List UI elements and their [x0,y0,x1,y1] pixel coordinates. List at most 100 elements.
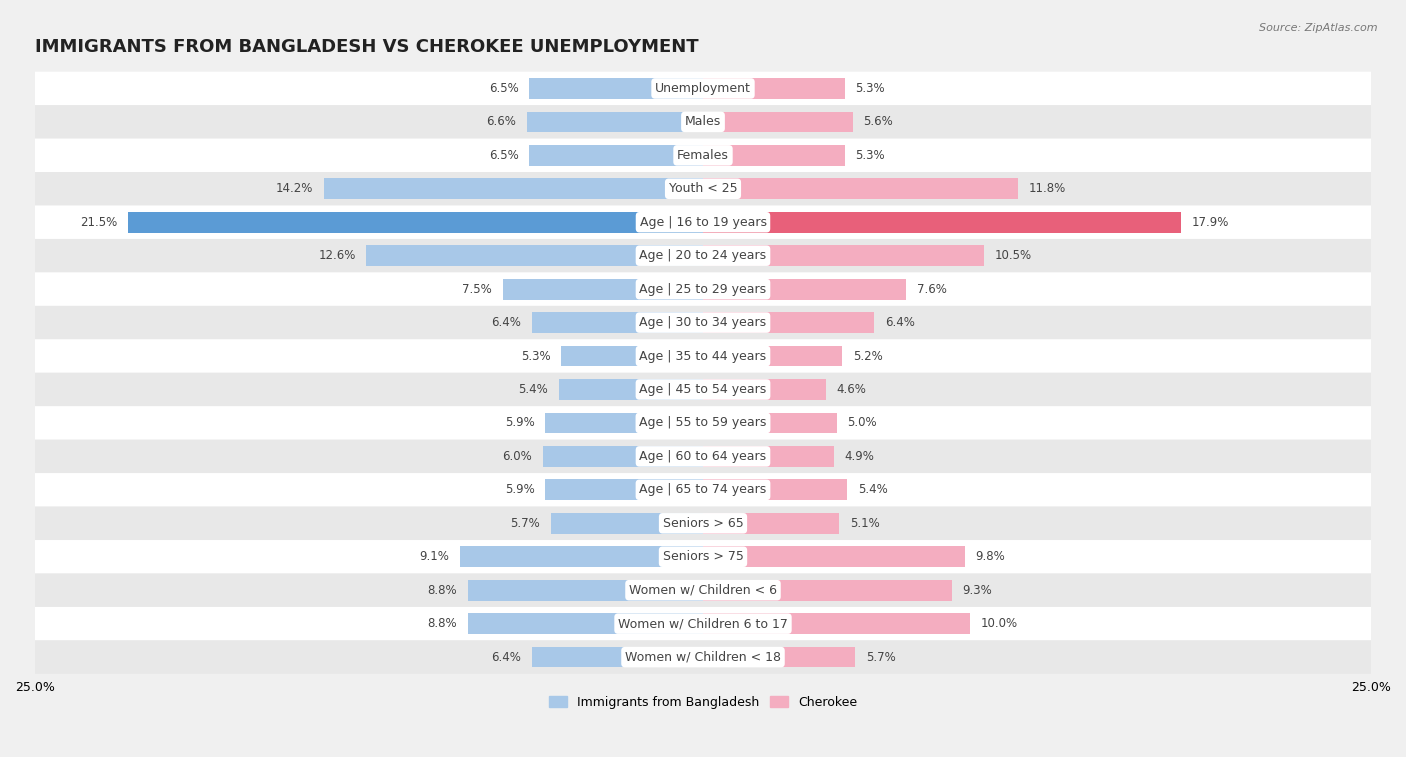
Text: Women w/ Children 6 to 17: Women w/ Children 6 to 17 [619,617,787,630]
FancyBboxPatch shape [35,306,1371,339]
Text: 5.4%: 5.4% [858,484,887,497]
FancyBboxPatch shape [35,473,1371,506]
Bar [703,513,839,534]
Text: 5.9%: 5.9% [505,484,534,497]
Text: 5.9%: 5.9% [505,416,534,429]
Text: Females: Females [678,149,728,162]
Bar [703,279,905,300]
FancyBboxPatch shape [35,273,1371,306]
Bar [703,145,845,166]
Bar [323,179,703,199]
FancyBboxPatch shape [35,540,1371,574]
Bar [561,346,703,366]
FancyBboxPatch shape [35,407,1371,440]
Text: 5.3%: 5.3% [855,82,884,95]
Text: 5.3%: 5.3% [522,350,551,363]
Bar [529,78,703,99]
Text: 5.6%: 5.6% [863,115,893,129]
Text: Age | 20 to 24 years: Age | 20 to 24 years [640,249,766,262]
Bar [558,379,703,400]
Text: Age | 65 to 74 years: Age | 65 to 74 years [640,484,766,497]
Text: 6.5%: 6.5% [489,149,519,162]
Text: 9.1%: 9.1% [419,550,449,563]
Bar [502,279,703,300]
Text: 9.3%: 9.3% [962,584,993,597]
Bar [551,513,703,534]
Text: 6.0%: 6.0% [502,450,531,463]
Bar [531,312,703,333]
Text: Youth < 25: Youth < 25 [669,182,737,195]
Text: 5.7%: 5.7% [510,517,540,530]
Text: Age | 16 to 19 years: Age | 16 to 19 years [640,216,766,229]
Bar [529,145,703,166]
Bar [527,111,703,132]
Text: 6.6%: 6.6% [486,115,516,129]
Text: 5.7%: 5.7% [866,650,896,664]
Bar [703,245,984,266]
Bar [703,111,852,132]
Text: 6.4%: 6.4% [492,650,522,664]
Bar [531,646,703,668]
FancyBboxPatch shape [35,372,1371,407]
Bar [543,446,703,467]
FancyBboxPatch shape [35,239,1371,273]
Bar [703,646,855,668]
FancyBboxPatch shape [35,105,1371,139]
Bar [703,613,970,634]
Text: 14.2%: 14.2% [276,182,314,195]
Bar [703,78,845,99]
Bar [703,413,837,433]
Legend: Immigrants from Bangladesh, Cherokee: Immigrants from Bangladesh, Cherokee [544,690,862,714]
Text: 5.1%: 5.1% [851,517,880,530]
Text: Unemployment: Unemployment [655,82,751,95]
Text: Age | 45 to 54 years: Age | 45 to 54 years [640,383,766,396]
Bar [703,212,1181,232]
Text: 5.4%: 5.4% [519,383,548,396]
Text: IMMIGRANTS FROM BANGLADESH VS CHEROKEE UNEMPLOYMENT: IMMIGRANTS FROM BANGLADESH VS CHEROKEE U… [35,38,699,56]
Text: Age | 55 to 59 years: Age | 55 to 59 years [640,416,766,429]
Text: 12.6%: 12.6% [318,249,356,262]
Text: 5.3%: 5.3% [855,149,884,162]
Bar [703,379,825,400]
Text: 21.5%: 21.5% [80,216,118,229]
Text: 8.8%: 8.8% [427,617,457,630]
FancyBboxPatch shape [35,205,1371,239]
Bar [367,245,703,266]
Bar [468,580,703,600]
Bar [703,479,848,500]
Text: 7.6%: 7.6% [917,282,946,296]
Text: Seniors > 75: Seniors > 75 [662,550,744,563]
FancyBboxPatch shape [35,172,1371,205]
Bar [703,446,834,467]
FancyBboxPatch shape [35,506,1371,540]
Text: Age | 60 to 64 years: Age | 60 to 64 years [640,450,766,463]
Text: Males: Males [685,115,721,129]
Bar [703,346,842,366]
FancyBboxPatch shape [35,640,1371,674]
FancyBboxPatch shape [35,440,1371,473]
FancyBboxPatch shape [35,607,1371,640]
Text: 7.5%: 7.5% [463,282,492,296]
Bar [468,613,703,634]
Text: 10.5%: 10.5% [994,249,1032,262]
Bar [703,179,1018,199]
Text: 6.4%: 6.4% [492,316,522,329]
Text: 6.4%: 6.4% [884,316,914,329]
Text: 10.0%: 10.0% [981,617,1018,630]
Bar [546,413,703,433]
Text: Age | 30 to 34 years: Age | 30 to 34 years [640,316,766,329]
Text: Women w/ Children < 18: Women w/ Children < 18 [626,650,780,664]
FancyBboxPatch shape [35,72,1371,105]
FancyBboxPatch shape [35,139,1371,172]
Bar [460,547,703,567]
Text: 5.2%: 5.2% [852,350,883,363]
FancyBboxPatch shape [35,574,1371,607]
Text: 17.9%: 17.9% [1192,216,1229,229]
Bar [703,580,952,600]
Text: 4.9%: 4.9% [845,450,875,463]
Bar [703,312,875,333]
Text: 11.8%: 11.8% [1029,182,1066,195]
Text: 6.5%: 6.5% [489,82,519,95]
Text: 9.8%: 9.8% [976,550,1005,563]
Text: 4.6%: 4.6% [837,383,866,396]
